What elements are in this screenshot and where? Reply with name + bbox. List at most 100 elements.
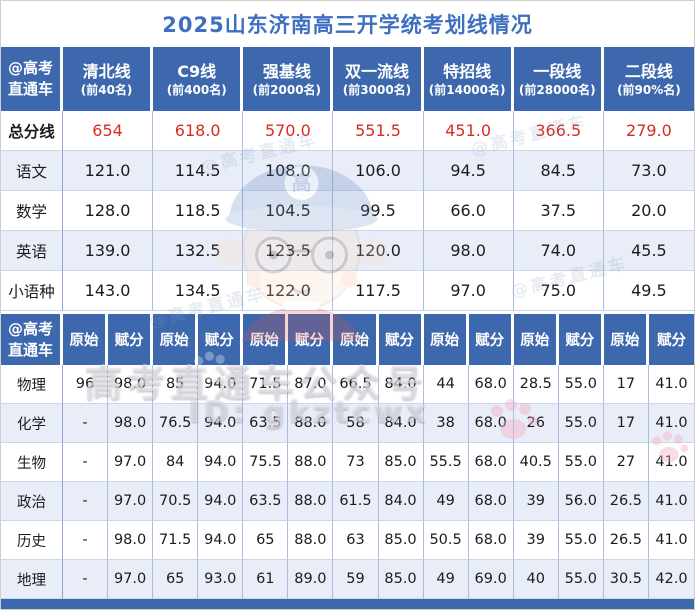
column-rank-sub: (前28000名): [518, 82, 596, 97]
value-cell: 55.0: [558, 365, 604, 404]
value-cell: 128.0: [63, 191, 154, 231]
value-cell: 94.0: [198, 443, 244, 482]
value-cell: 28.5: [513, 365, 559, 404]
value-cell: 76.5: [153, 404, 199, 443]
value-cell: 84: [153, 443, 199, 482]
row-label: 英语: [1, 231, 63, 271]
value-cell: 26.5: [603, 482, 649, 521]
value-cell: 27: [603, 443, 649, 482]
value-cell: 98.0: [108, 365, 154, 404]
value-cell: 97.0: [108, 443, 154, 482]
row-label: 物理: [1, 365, 63, 404]
value-cell: 50.5: [423, 521, 469, 560]
pair-header: 赋分: [468, 311, 514, 365]
value-cell: 618.0: [153, 111, 244, 151]
value-cell: 98.0: [108, 404, 154, 443]
pair-header: 赋分: [558, 311, 604, 365]
lower-table: @高考 直通车 原始 赋分 原始 赋分 原始 赋分 原始 赋分 原始 赋分 原始 赋分 原始 赋分 物理 96 98…: [1, 311, 694, 599]
value-cell: 93.0: [198, 560, 244, 599]
value-cell: 87.0: [288, 365, 334, 404]
value-cell: 17: [603, 404, 649, 443]
value-cell: 41.0: [648, 482, 694, 521]
value-cell: 68.0: [468, 443, 514, 482]
value-cell: 69.0: [468, 560, 514, 599]
value-cell: 122.0: [243, 271, 334, 311]
value-cell: 63.5: [243, 482, 289, 521]
column-name: 特招线: [443, 61, 492, 81]
value-cell: 49.5: [603, 271, 694, 311]
value-cell: -: [63, 443, 109, 482]
value-cell: 108.0: [243, 151, 334, 191]
value-cell: 121.0: [63, 151, 154, 191]
value-cell: 65: [243, 521, 289, 560]
value-cell: -: [63, 521, 109, 560]
pair-header: 原始: [513, 311, 559, 365]
pair-header: 原始: [603, 311, 649, 365]
value-cell: 61: [243, 560, 289, 599]
value-cell: 68.0: [468, 365, 514, 404]
column-rank-sub: (前2000名): [252, 82, 322, 97]
column-rank-sub: (前3000名): [342, 82, 412, 97]
row-label: 总分线: [1, 111, 63, 151]
value-cell: 61.5: [333, 482, 379, 521]
value-cell: 71.5: [243, 365, 289, 404]
brand-header-cell: @高考 直通车: [1, 47, 63, 111]
value-cell: 68.0: [468, 482, 514, 521]
value-cell: 118.5: [153, 191, 244, 231]
value-cell: 96: [63, 365, 109, 404]
column-name: 强基线: [262, 61, 311, 81]
value-cell: 570.0: [243, 111, 334, 151]
value-cell: 45.5: [603, 231, 694, 271]
value-cell: 49: [423, 482, 469, 521]
value-cell: 85.0: [378, 521, 424, 560]
value-cell: 98.0: [108, 521, 154, 560]
brand-line: 直通车: [7, 340, 53, 359]
pair-header: 原始: [153, 311, 199, 365]
value-cell: 132.5: [153, 231, 244, 271]
value-cell: 120.0: [333, 231, 424, 271]
value-cell: 17: [603, 365, 649, 404]
value-cell: 104.5: [243, 191, 334, 231]
value-cell: 551.5: [333, 111, 424, 151]
column-header: 双一流线 (前3000名): [333, 47, 424, 111]
value-cell: 88.0: [288, 521, 334, 560]
title-bar: 2025山东济南高三开学统考划线情况: [1, 1, 694, 47]
bottom-accent-bar: [1, 599, 694, 609]
value-cell: 66.0: [423, 191, 514, 231]
value-cell: 143.0: [63, 271, 154, 311]
column-header: C9线 (前400名): [153, 47, 244, 111]
pair-header: 赋分: [108, 311, 154, 365]
value-cell: 70.5: [153, 482, 199, 521]
value-cell: 40: [513, 560, 559, 599]
value-cell: 39: [513, 521, 559, 560]
value-cell: 114.5: [153, 151, 244, 191]
value-cell: 84.5: [513, 151, 604, 191]
pair-header: 赋分: [198, 311, 244, 365]
upper-table: @高考 直通车 清北线 (前40名) C9线 (前400名) 强基线 (前2000名) 双一流线…: [1, 47, 694, 311]
column-header: 强基线 (前2000名): [243, 47, 334, 111]
value-cell: 94.0: [198, 521, 244, 560]
column-name: 清北线: [82, 61, 131, 81]
value-cell: 55.0: [558, 404, 604, 443]
row-label: 地理: [1, 560, 63, 599]
value-cell: 85.0: [378, 560, 424, 599]
value-cell: 55.5: [423, 443, 469, 482]
value-cell: -: [63, 482, 109, 521]
value-cell: 84.0: [378, 404, 424, 443]
value-cell: 106.0: [333, 151, 424, 191]
value-cell: 68.0: [468, 404, 514, 443]
row-label: 语文: [1, 151, 63, 191]
value-cell: 41.0: [648, 365, 694, 404]
value-cell: 26: [513, 404, 559, 443]
value-cell: 85.0: [378, 443, 424, 482]
value-cell: 73.0: [603, 151, 694, 191]
column-rank-sub: (前90%名): [617, 82, 681, 97]
value-cell: 39: [513, 482, 559, 521]
value-cell: 20.0: [603, 191, 694, 231]
value-cell: 97.0: [108, 482, 154, 521]
value-cell: 117.5: [333, 271, 424, 311]
column-header: 二段线 (前90%名): [603, 47, 694, 111]
value-cell: 94.0: [198, 365, 244, 404]
pair-header: 赋分: [648, 311, 694, 365]
